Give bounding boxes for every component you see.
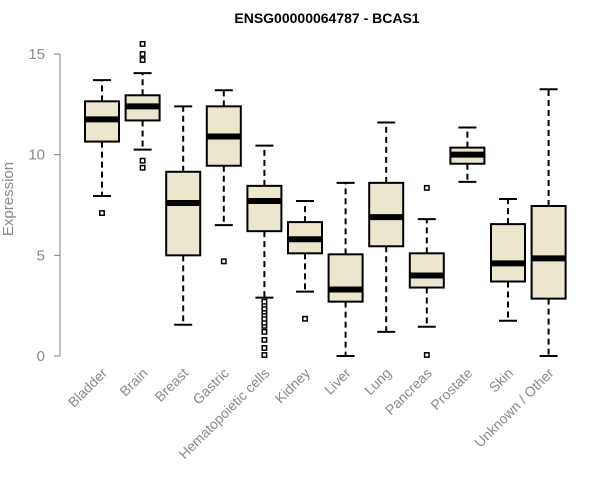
x-tick-label: Prostate: [427, 365, 475, 413]
box-iqr: [408, 252, 445, 289]
outlier-point: [99, 210, 105, 217]
outlier-point: [261, 298, 268, 305]
outlier-point: [261, 328, 268, 335]
box-pancreas: [408, 184, 445, 358]
x-tick-label: Breast: [151, 365, 191, 405]
outlier-point: [139, 57, 146, 63]
box-skin: [490, 197, 526, 322]
box-iqr: [165, 170, 202, 257]
outlier-point: [261, 336, 268, 343]
y-tick-label: 10: [28, 147, 45, 164]
x-tick-label: Bladder: [65, 365, 111, 411]
x-tick-label: Liver: [321, 365, 354, 398]
outlier-point: [261, 352, 268, 358]
outlier-point: [302, 315, 308, 322]
box-gastric: [205, 89, 242, 265]
outlier-point: [139, 40, 146, 47]
box-iqr: [246, 184, 283, 233]
box-prostate: [449, 126, 486, 183]
box-iqr: [530, 205, 567, 300]
x-tick-label: Skin: [486, 365, 517, 396]
box-iqr: [327, 253, 364, 303]
outlier-point: [261, 344, 268, 351]
box-hematopoietic-cells: [246, 144, 283, 358]
x-tick-label: Lung: [361, 365, 394, 398]
y-tick-label: 5: [37, 247, 45, 264]
y-axis-label: Expression: [0, 162, 17, 236]
box-bladder: [84, 79, 120, 217]
outlier-point: [220, 258, 227, 265]
y-tick-label: 0: [37, 348, 45, 365]
box-breast: [165, 105, 202, 326]
outlier-point: [423, 184, 430, 191]
chart-title: ENSG00000064787 - BCAS1: [234, 10, 419, 26]
x-tick-label: Brain: [116, 365, 150, 399]
box-unknown-other: [530, 88, 567, 357]
outlier-point: [139, 51, 146, 57]
box-lung: [368, 121, 405, 333]
y-axis: 0 5 10 15: [28, 46, 61, 365]
box-iqr: [490, 223, 526, 283]
outlier-point: [139, 164, 146, 171]
outlier-point: [139, 157, 146, 164]
box-kidney: [287, 199, 323, 322]
box-liver: [327, 181, 364, 357]
outlier-point: [423, 352, 430, 358]
box-brain: [124, 40, 161, 171]
plot-area: [84, 40, 567, 358]
y-tick-label: 15: [28, 46, 45, 63]
x-tick-label: Kidney: [272, 365, 314, 407]
